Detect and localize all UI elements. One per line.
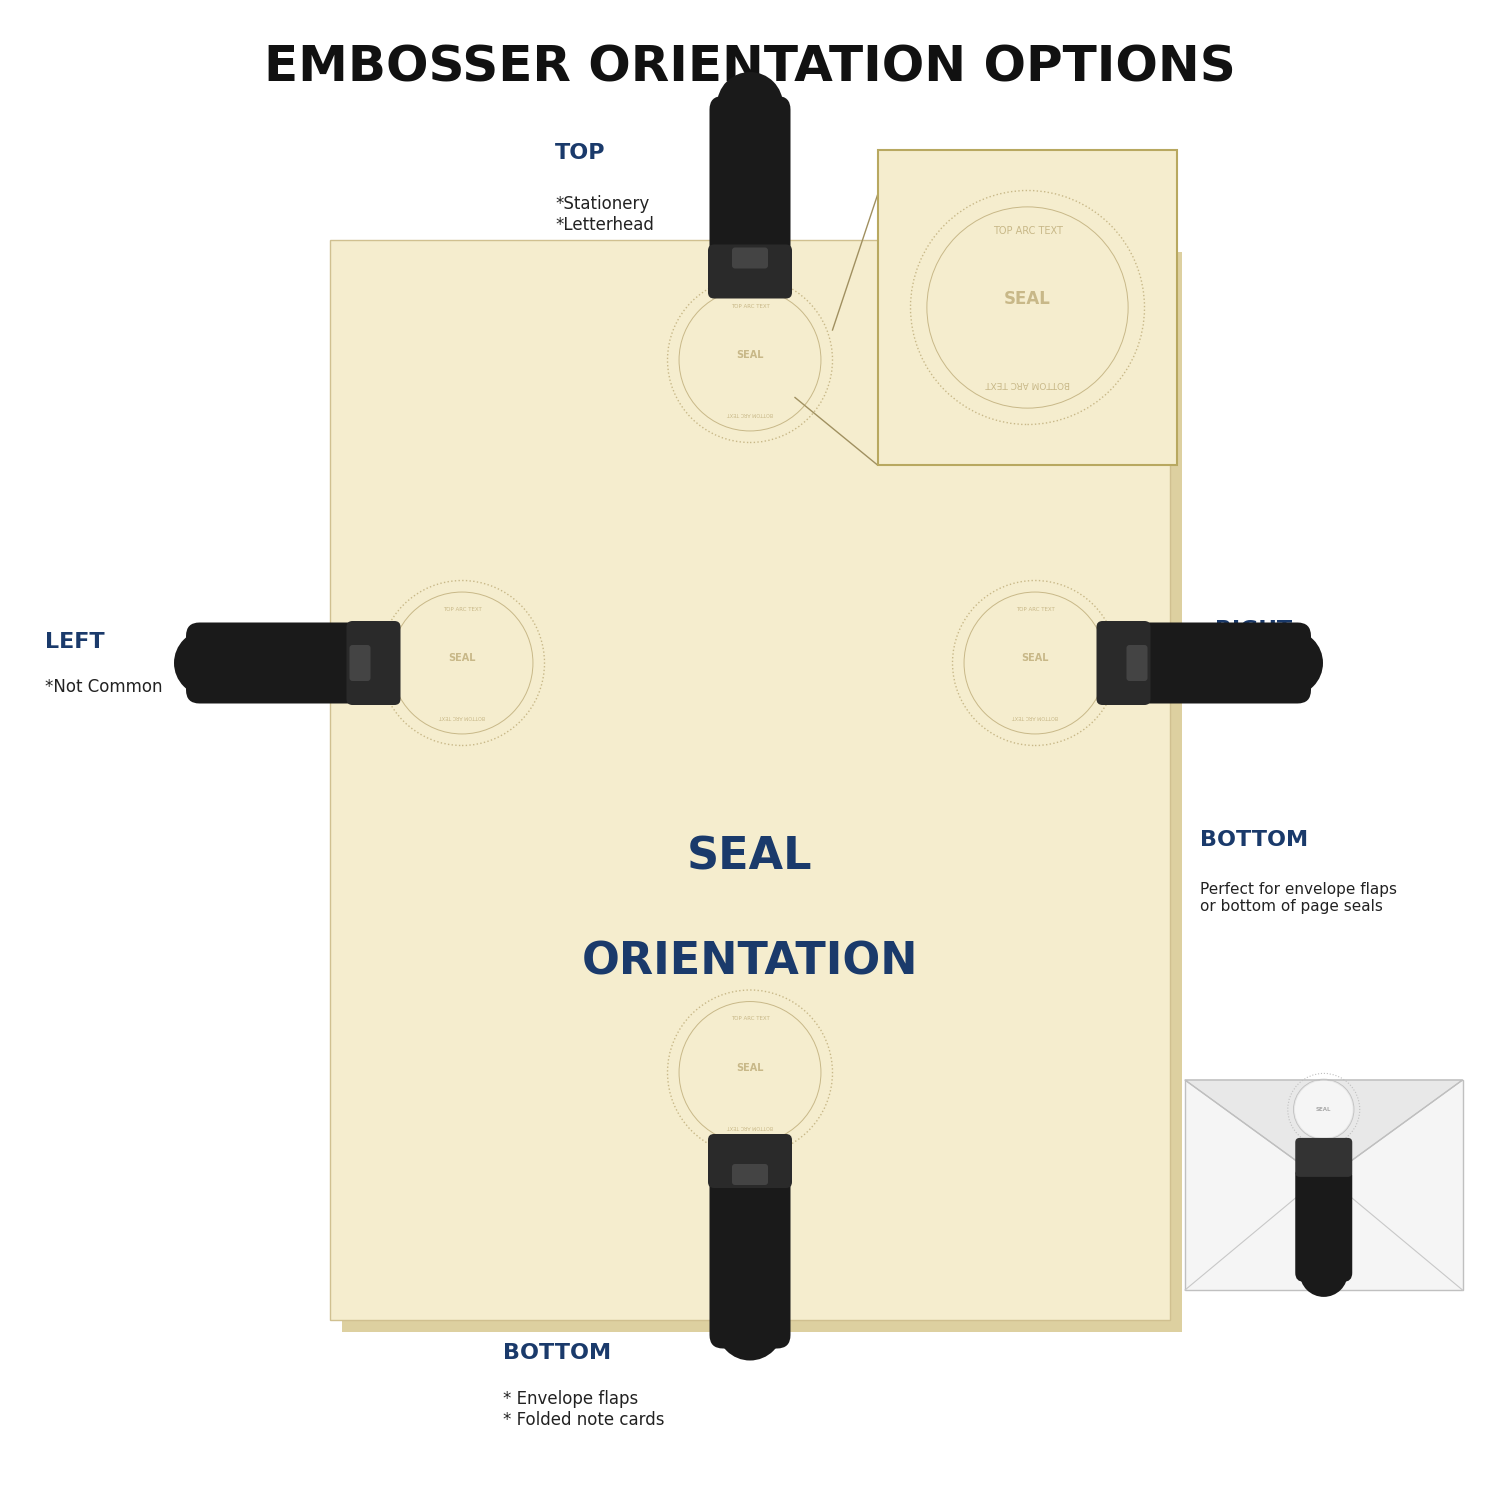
Circle shape <box>1294 1080 1353 1138</box>
Polygon shape <box>1185 1080 1462 1180</box>
Circle shape <box>681 1004 819 1142</box>
FancyBboxPatch shape <box>878 150 1178 465</box>
Circle shape <box>930 210 1125 405</box>
FancyBboxPatch shape <box>342 252 1182 1332</box>
Text: BOTTOM: BOTTOM <box>1200 830 1308 850</box>
FancyBboxPatch shape <box>710 96 791 273</box>
Text: TOP ARC TEXT: TOP ARC TEXT <box>730 304 770 309</box>
Circle shape <box>717 72 783 138</box>
Text: BOTTOM ARC TEXT: BOTTOM ARC TEXT <box>728 411 772 416</box>
Text: TOP: TOP <box>555 142 606 164</box>
Text: LEFT: LEFT <box>45 632 105 652</box>
FancyBboxPatch shape <box>732 1164 768 1185</box>
FancyBboxPatch shape <box>350 645 370 681</box>
Text: * Book page: * Book page <box>1215 666 1317 684</box>
Text: SEAL: SEAL <box>448 654 476 663</box>
FancyBboxPatch shape <box>346 621 400 705</box>
FancyBboxPatch shape <box>1294 1167 1353 1282</box>
Circle shape <box>174 630 240 696</box>
Text: SEAL: SEAL <box>736 351 764 360</box>
FancyBboxPatch shape <box>330 240 1170 1320</box>
FancyBboxPatch shape <box>708 1134 792 1188</box>
Text: *Not Common: *Not Common <box>45 678 162 696</box>
Text: TOP ARC TEXT: TOP ARC TEXT <box>993 226 1062 237</box>
Circle shape <box>1299 1250 1347 1298</box>
Text: SEAL: SEAL <box>1004 291 1052 309</box>
Text: EMBOSSER ORIENTATION OPTIONS: EMBOSSER ORIENTATION OPTIONS <box>264 44 1236 92</box>
FancyBboxPatch shape <box>732 248 768 268</box>
FancyBboxPatch shape <box>710 1172 791 1348</box>
Circle shape <box>393 594 531 732</box>
Circle shape <box>717 1294 783 1360</box>
FancyBboxPatch shape <box>1185 1080 1462 1290</box>
Text: SEAL: SEAL <box>736 1064 764 1072</box>
FancyBboxPatch shape <box>186 622 363 704</box>
Text: *Stationery
*Letterhead: *Stationery *Letterhead <box>555 195 654 234</box>
Text: BOTTOM ARC TEXT: BOTTOM ARC TEXT <box>440 714 485 718</box>
FancyBboxPatch shape <box>1096 621 1150 705</box>
Text: ORIENTATION: ORIENTATION <box>582 940 918 984</box>
Text: Perfect for envelope flaps
or bottom of page seals: Perfect for envelope flaps or bottom of … <box>1200 882 1396 915</box>
Circle shape <box>966 594 1104 732</box>
FancyBboxPatch shape <box>1294 1138 1353 1178</box>
Text: SEAL: SEAL <box>687 836 813 879</box>
Text: BOTTOM: BOTTOM <box>503 1342 610 1364</box>
Text: SEAL: SEAL <box>1022 654 1048 663</box>
Text: BOTTOM ARC TEXT: BOTTOM ARC TEXT <box>986 380 1070 388</box>
Circle shape <box>1257 630 1323 696</box>
Text: TOP ARC TEXT: TOP ARC TEXT <box>1016 608 1054 612</box>
FancyBboxPatch shape <box>1134 622 1311 704</box>
Text: BOTTOM ARC TEXT: BOTTOM ARC TEXT <box>1013 714 1058 718</box>
Text: SEAL: SEAL <box>1316 1107 1332 1112</box>
Text: TOP ARC TEXT: TOP ARC TEXT <box>730 1017 770 1022</box>
Text: BOTTOM ARC TEXT: BOTTOM ARC TEXT <box>728 1124 772 1128</box>
FancyBboxPatch shape <box>708 244 792 298</box>
FancyBboxPatch shape <box>1126 645 1148 681</box>
Text: RIGHT: RIGHT <box>1215 620 1292 640</box>
Text: * Envelope flaps
* Folded note cards: * Envelope flaps * Folded note cards <box>503 1390 664 1429</box>
Circle shape <box>681 291 819 429</box>
Text: TOP ARC TEXT: TOP ARC TEXT <box>442 608 482 612</box>
